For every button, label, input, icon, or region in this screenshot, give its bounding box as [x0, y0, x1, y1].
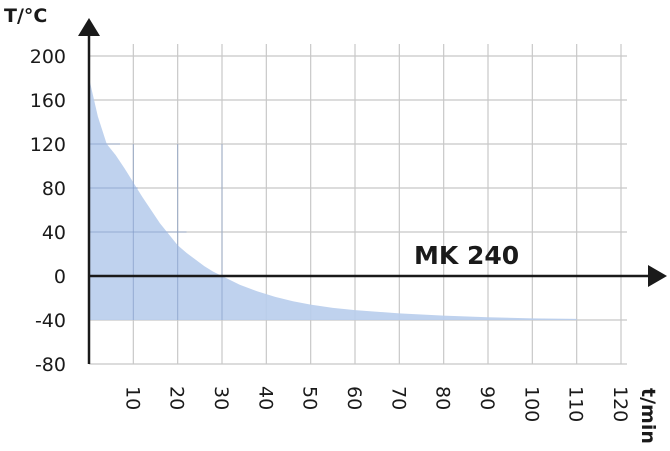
x-tick-label: 80 — [432, 386, 454, 410]
y-tick-label: 120 — [30, 134, 66, 156]
x-tick-label: 20 — [166, 386, 188, 410]
y-tick-label: 0 — [54, 266, 66, 288]
y-tick-label: 160 — [30, 90, 66, 112]
x-tick-label: 50 — [299, 386, 321, 410]
y-axis-title: T/°C — [4, 5, 47, 27]
x-tick-label: 60 — [343, 386, 365, 410]
area-layer — [89, 78, 577, 320]
x-tick-label: 90 — [476, 386, 498, 410]
y-tick-label: 40 — [42, 222, 66, 244]
series-label: MK 240 — [414, 241, 519, 270]
x-tick-label: 70 — [387, 386, 409, 410]
x-tick-label: 40 — [254, 386, 276, 410]
x-tick-label: 30 — [210, 386, 232, 410]
y-tick-label: -40 — [35, 310, 66, 332]
axes — [78, 18, 667, 364]
y-axis-arrow — [78, 18, 100, 36]
x-tick-label: 120 — [609, 386, 631, 422]
x-tick-label: 110 — [565, 386, 587, 422]
x-tick-label: 10 — [121, 386, 143, 410]
series-area — [89, 78, 577, 320]
y-tick-label: 80 — [42, 178, 66, 200]
x-tick-label: 100 — [520, 386, 542, 422]
y-tick-label: -80 — [35, 354, 66, 376]
tick-labels: 200 160 120 80 40 0 -40 -80 10 20 30 40 50 60 70 80 90 10… — [30, 46, 631, 422]
x-axis-arrow — [648, 265, 667, 287]
y-tick-label: 200 — [30, 46, 66, 68]
x-axis-title: t/min — [637, 388, 659, 444]
